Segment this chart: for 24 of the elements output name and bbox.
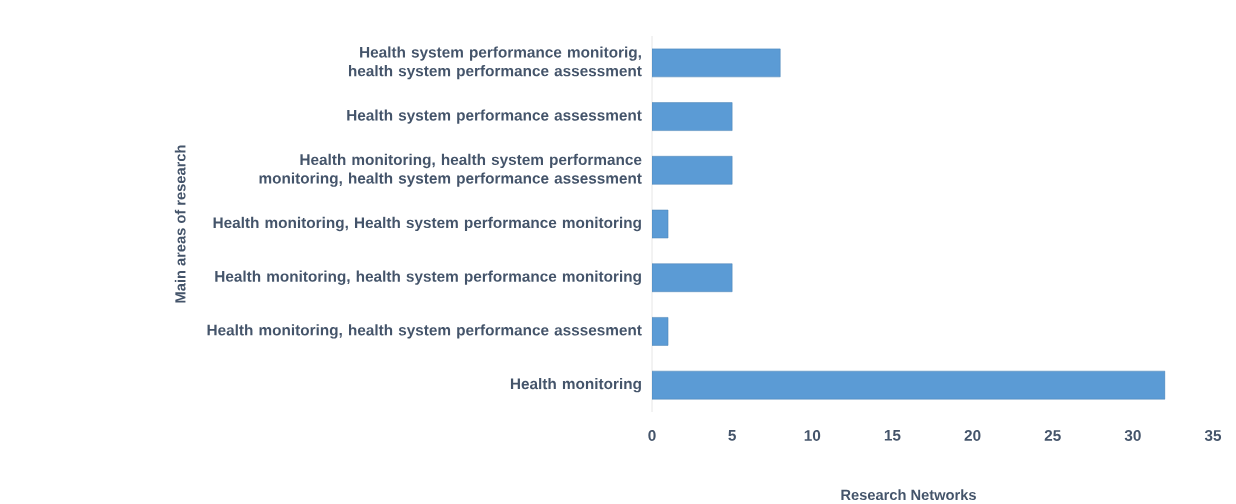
x-tick-label: 35 xyxy=(1204,430,1222,441)
bar xyxy=(652,156,733,185)
x-tick-label: 15 xyxy=(884,430,901,441)
y-tick-label: Health monitoring, health system performance monitoring xyxy=(215,270,641,285)
bar xyxy=(652,102,733,131)
x-tick-label: 10 xyxy=(804,430,821,441)
bar xyxy=(652,370,1166,400)
bar xyxy=(652,48,781,78)
x-tick-label: 25 xyxy=(1044,430,1061,441)
x-tick-label: 0 xyxy=(648,430,656,441)
y-tick-label: Health monitoring, health system performance monitoring, health system performance assessment xyxy=(259,153,642,187)
bar xyxy=(652,317,669,346)
y-tick-label: Health system performance assessment xyxy=(347,109,642,124)
x-tick-label: 5 xyxy=(728,430,736,441)
y-axis-title: Main areas of research xyxy=(174,145,186,303)
bar xyxy=(652,209,669,239)
x-tick-label: 20 xyxy=(964,430,981,441)
x-tick-label: 30 xyxy=(1124,430,1141,441)
y-tick-label: Health monitoring, health system performance asssesment xyxy=(207,324,642,339)
y-tick-label: Health monitoring, Health system performance monitoring xyxy=(213,216,641,232)
x-axis-title: Research Networks xyxy=(841,489,976,501)
bar xyxy=(652,263,733,292)
y-tick-label: Health monitoring xyxy=(510,377,641,393)
y-tick-label: Health system performance monitorig, health system performance assessment xyxy=(349,46,642,80)
